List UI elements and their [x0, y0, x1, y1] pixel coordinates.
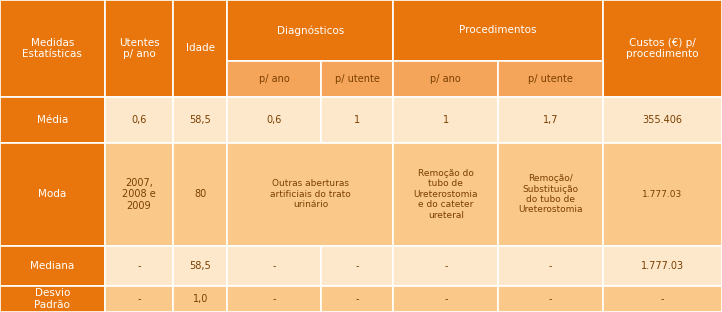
Text: Remoção/
Substituição
do tubo de
Ureterostomia: Remoção/ Substituição do tubo de Uretero…: [518, 174, 583, 214]
Bar: [227, 0, 393, 61]
Bar: [603, 97, 722, 143]
Text: Remoção do
tubo de
Ureterostomia
e do cateter
ureteral: Remoção do tubo de Ureterostomia e do ca…: [414, 169, 478, 220]
Text: 2007,
2008 e
2009: 2007, 2008 e 2009: [122, 178, 156, 211]
Bar: [603, 246, 722, 286]
Bar: [105, 97, 173, 143]
Text: 1.777.03: 1.777.03: [641, 261, 684, 271]
Bar: [0, 143, 105, 246]
Text: -: -: [273, 294, 276, 304]
Bar: [173, 246, 227, 286]
Text: p/ utente: p/ utente: [528, 74, 573, 84]
Text: Diagnósticos: Diagnósticos: [277, 25, 344, 36]
Bar: [227, 97, 321, 143]
Bar: [0, 0, 105, 97]
Text: 1: 1: [355, 115, 360, 125]
Bar: [498, 246, 603, 286]
Bar: [227, 61, 321, 97]
Text: Utentes
p/ ano: Utentes p/ ano: [118, 37, 160, 59]
Bar: [227, 286, 321, 312]
Text: 80: 80: [194, 189, 206, 199]
Text: Custos (€) p/
procedimento: Custos (€) p/ procedimento: [626, 37, 699, 59]
Bar: [173, 143, 227, 246]
Bar: [498, 97, 603, 143]
Bar: [393, 246, 498, 286]
Bar: [105, 246, 173, 286]
Bar: [498, 286, 603, 312]
Bar: [173, 97, 227, 143]
Text: -: -: [549, 294, 552, 304]
Text: Desvio
Padrão: Desvio Padrão: [35, 288, 70, 310]
Text: 1,0: 1,0: [193, 294, 208, 304]
Bar: [393, 286, 498, 312]
Bar: [603, 286, 722, 312]
Bar: [173, 0, 227, 97]
Bar: [393, 97, 498, 143]
Text: 1: 1: [443, 115, 449, 125]
Text: -: -: [661, 294, 664, 304]
Text: 0,6: 0,6: [266, 115, 282, 125]
Bar: [0, 97, 105, 143]
Text: -: -: [356, 261, 359, 271]
Text: 0,6: 0,6: [131, 115, 147, 125]
Text: Procedimentos: Procedimentos: [459, 25, 537, 36]
Text: -: -: [137, 261, 141, 271]
Bar: [498, 61, 603, 97]
Text: -: -: [549, 261, 552, 271]
Bar: [321, 97, 393, 143]
Text: 58,5: 58,5: [189, 115, 212, 125]
Bar: [105, 143, 173, 246]
Text: Idade: Idade: [186, 43, 215, 53]
Bar: [393, 0, 603, 61]
Text: -: -: [137, 294, 141, 304]
Bar: [321, 61, 393, 97]
Text: Média: Média: [37, 115, 68, 125]
Bar: [0, 286, 105, 312]
Text: p/ utente: p/ utente: [335, 74, 380, 84]
Text: Mediana: Mediana: [30, 261, 74, 271]
Text: p/ ano: p/ ano: [430, 74, 461, 84]
Bar: [105, 0, 173, 97]
Bar: [603, 0, 722, 97]
Bar: [105, 286, 173, 312]
Text: -: -: [444, 261, 448, 271]
Bar: [498, 143, 603, 246]
Bar: [0, 246, 105, 286]
Bar: [321, 286, 393, 312]
Text: 1.777.03: 1.777.03: [643, 190, 682, 199]
Text: Medidas
Estatísticas: Medidas Estatísticas: [22, 37, 82, 59]
Text: p/ ano: p/ ano: [259, 74, 290, 84]
Text: -: -: [356, 294, 359, 304]
Bar: [393, 61, 498, 97]
Text: -: -: [273, 261, 276, 271]
Text: Outras aberturas
artificiais do trato
urinário: Outras aberturas artificiais do trato ur…: [270, 179, 351, 209]
Text: 58,5: 58,5: [189, 261, 212, 271]
Bar: [227, 246, 321, 286]
Text: 1,7: 1,7: [543, 115, 558, 125]
Text: -: -: [444, 294, 448, 304]
Bar: [227, 143, 393, 246]
Bar: [393, 143, 498, 246]
Text: 355.406: 355.406: [643, 115, 682, 125]
Bar: [603, 143, 722, 246]
Bar: [173, 286, 227, 312]
Bar: [321, 246, 393, 286]
Text: Moda: Moda: [38, 189, 66, 199]
